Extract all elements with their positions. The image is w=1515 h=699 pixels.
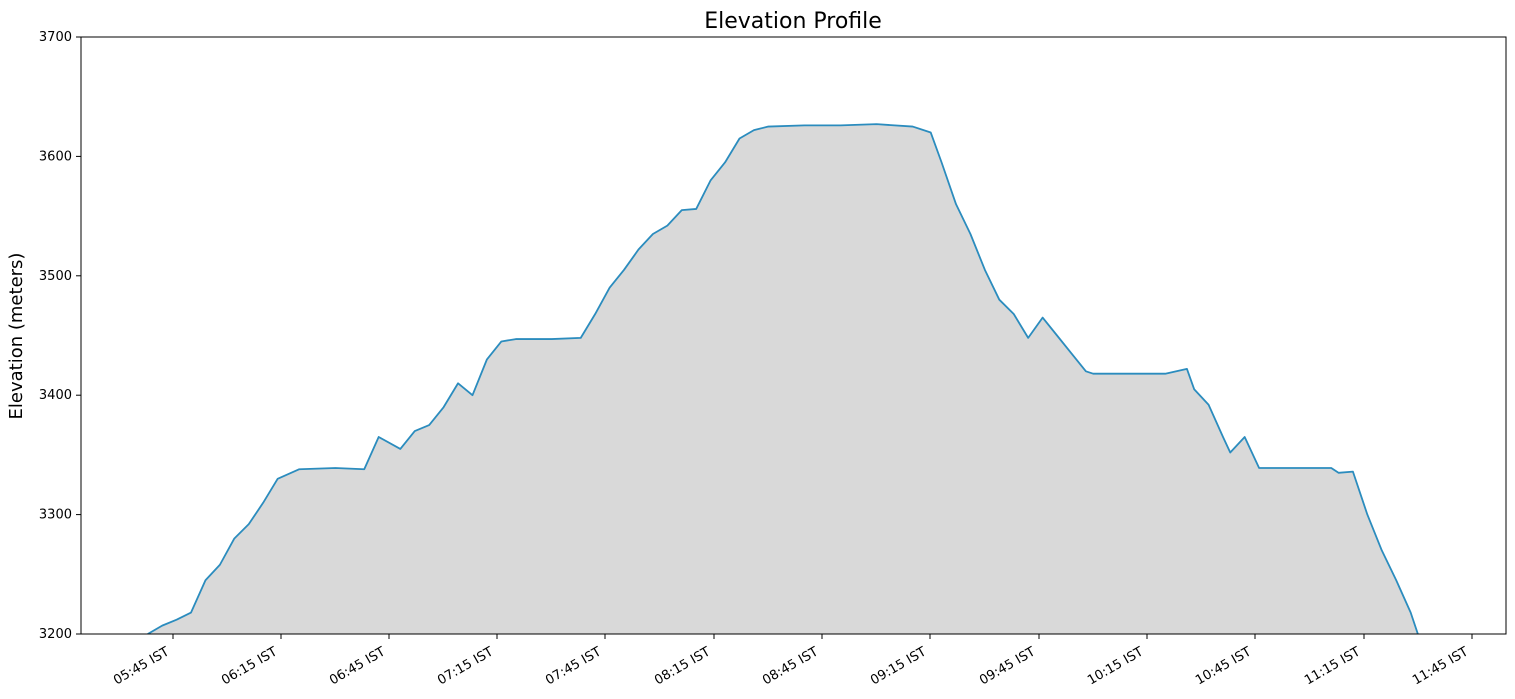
y-axis-label: Elevation (meters): [6, 253, 27, 420]
chart-title: Elevation Profile: [704, 9, 882, 34]
y-tick-label: 3200: [39, 627, 72, 642]
y-tick-label: 3300: [39, 508, 72, 523]
y-tick-label: 3700: [39, 30, 72, 45]
y-tick-label: 3600: [39, 149, 72, 164]
plot-frame: [80, 36, 1507, 635]
elevation-area-fill: [147, 124, 1418, 634]
y-tick-label: 3500: [39, 269, 72, 284]
elevation-line: [147, 123, 1419, 634]
plot-area: [80, 36, 1507, 635]
y-tick-label: 3400: [39, 388, 72, 403]
